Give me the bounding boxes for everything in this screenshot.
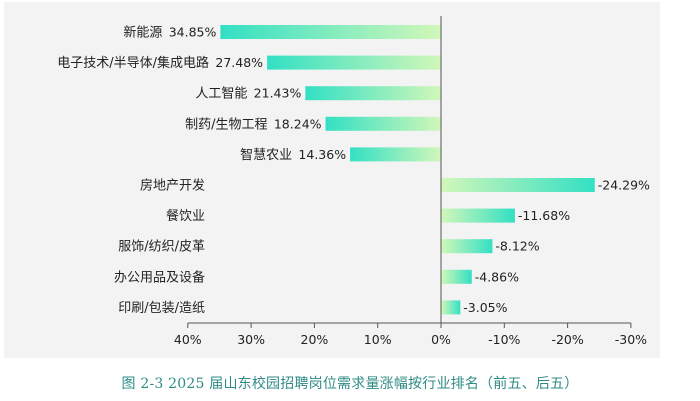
x-tick-label-5: -10%: [488, 332, 520, 347]
category-label-1: 电子技术/半导体/集成电路: [57, 55, 209, 71]
labels-layer: 34.85% 新能源 27.48% 电子技术/半导体/集成电路 21.43% 人工智能 18…: [57, 25, 650, 316]
x-tick-label-2: 20%: [301, 332, 329, 347]
bar-5: [441, 178, 595, 192]
value-label-8: -4.86%: [475, 269, 519, 284]
value-label-2: 21.43%: [254, 86, 302, 101]
x-tick-label-1: 30%: [237, 332, 265, 347]
x-tick-label-7: -30%: [615, 332, 647, 347]
bar-0: [220, 25, 441, 39]
value-label-9: -3.05%: [463, 300, 507, 315]
bar-7: [441, 239, 493, 254]
category-label-0: 新能源: [123, 25, 162, 41]
bar-8: [441, 269, 472, 284]
bar-4: [350, 147, 441, 162]
x-axis: 40% 30% 20% 10% 0% -10% -20% -30%: [174, 16, 647, 347]
bar-1: [267, 55, 441, 70]
value-label-3: 18.24%: [274, 116, 322, 131]
x-tick-label-3: 10%: [364, 332, 392, 347]
bar-chart: 34.85% 新能源 27.48% 电子技术/半导体/集成电路 21.43% 人工智能 18…: [57, 16, 650, 347]
bars-layer: [220, 25, 595, 315]
x-tick-label-6: -20%: [551, 332, 583, 347]
category-label-2: 人工智能: [195, 87, 247, 102]
bar-9: [441, 300, 461, 315]
value-label-6: -11.68%: [518, 208, 570, 223]
x-tick-label-0: 40%: [174, 332, 202, 347]
category-label-5: 房地产开发: [140, 178, 205, 194]
category-label-3: 制药/生物工程: [185, 117, 267, 132]
category-label-6: 餐饮业: [166, 208, 205, 224]
x-tick-label-4: 0%: [431, 332, 451, 347]
value-label-0: 34.85%: [169, 25, 217, 40]
category-label-8: 办公用品及设备: [114, 269, 205, 285]
figure-caption: 图 2-3 2025 届山东校园招聘岗位需求量涨幅按行业排名（前五、后五）: [121, 376, 579, 392]
value-label-7: -8.12%: [495, 239, 539, 254]
category-label-9: 印刷/包装/造纸: [118, 301, 205, 316]
value-label-4: 14.36%: [298, 147, 346, 162]
category-label-7: 服饰/纺织/皮革: [118, 240, 205, 255]
bar-6: [441, 208, 515, 223]
bar-3: [325, 116, 441, 131]
value-label-1: 27.48%: [215, 55, 263, 70]
value-label-5: -24.29%: [598, 178, 650, 193]
category-label-4: 智慧农业: [240, 147, 292, 163]
bar-2: [305, 86, 441, 101]
